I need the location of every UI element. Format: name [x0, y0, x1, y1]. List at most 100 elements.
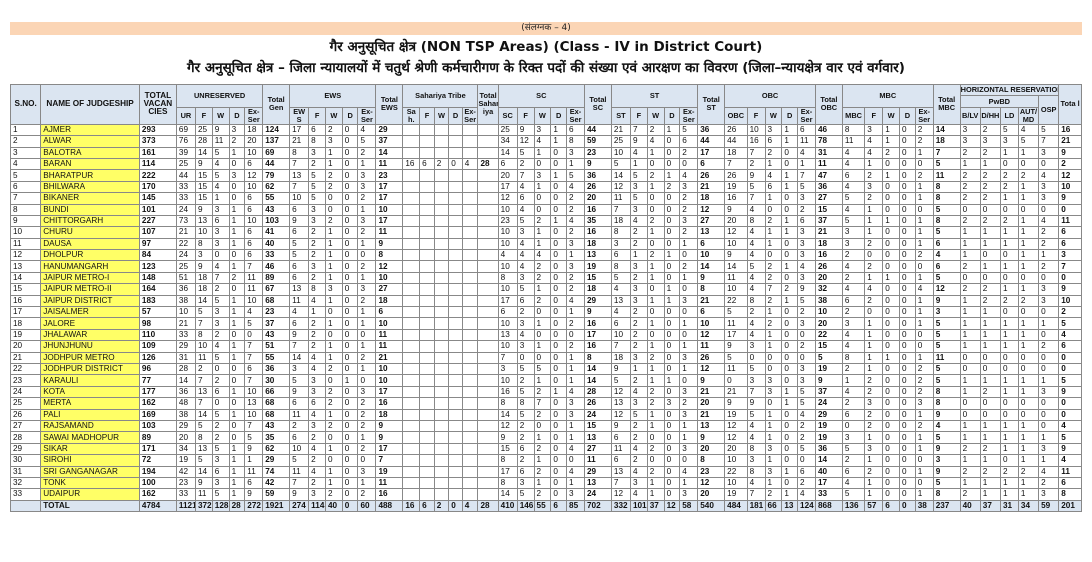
cell: 0: [341, 362, 359, 376]
cell: [402, 306, 421, 319]
cell: 3: [566, 146, 585, 159]
header-st: ST: [610, 84, 699, 108]
total-cell: 66: [262, 385, 291, 399]
total-cell: 55: [262, 351, 291, 365]
total-cell: 10: [1058, 294, 1082, 308]
cell: [461, 135, 479, 148]
cell: 0: [341, 408, 359, 421]
cell: 4: [841, 146, 866, 159]
cell: 2: [764, 260, 783, 273]
cell: 1: [533, 476, 552, 490]
total-cell: 4: [932, 249, 961, 262]
total-cell: 11: [375, 476, 404, 490]
row-number: 16: [9, 294, 42, 308]
cell: 6: [882, 499, 901, 513]
total-cell: 4: [1058, 328, 1082, 342]
cell: 12: [724, 226, 748, 239]
cell: 0: [646, 306, 665, 319]
cell: 1: [679, 271, 699, 285]
cell: 5: [797, 180, 816, 194]
cell: [419, 340, 435, 353]
subheader-sah-4: Ex-Ser: [461, 106, 479, 125]
cell: 1: [864, 214, 884, 228]
cell: 2: [533, 442, 552, 456]
cell: 0: [781, 454, 799, 467]
total-cell: 21: [1058, 135, 1082, 148]
cell: 5: [566, 169, 585, 182]
total-cell: 96: [138, 362, 177, 376]
cell: 4: [1038, 214, 1060, 228]
cell: 23: [175, 476, 196, 490]
cell: 0: [797, 351, 816, 365]
cell: 5: [516, 146, 535, 159]
cell: 0: [899, 476, 916, 490]
cell: 2: [914, 249, 934, 262]
cell: 114: [308, 499, 326, 513]
cell: 0: [882, 454, 901, 467]
cell: 13: [781, 499, 799, 513]
cell: 1: [781, 488, 799, 501]
total-cell: 5: [932, 317, 961, 330]
cell: [461, 351, 479, 365]
subheader-ur-1: F: [194, 106, 213, 125]
cell: [433, 260, 450, 273]
cell: 5: [244, 317, 264, 330]
cell: 1121: [175, 499, 196, 513]
cell: 0: [882, 397, 901, 410]
cell: 0: [663, 271, 681, 285]
cell: 5: [211, 408, 230, 421]
total-cell: 4: [1058, 454, 1082, 467]
cell: 3: [308, 214, 326, 228]
cell: 3: [679, 214, 699, 228]
row-number: 6: [9, 180, 42, 194]
cell: [433, 283, 450, 296]
cell: 2: [841, 454, 866, 467]
cell: [448, 271, 463, 285]
cell: 2: [357, 351, 377, 365]
cell: [402, 374, 421, 387]
total-cell: 16: [583, 340, 612, 353]
cell: 4: [797, 408, 816, 421]
cell: 0: [1038, 328, 1060, 342]
cell: 17: [497, 465, 518, 478]
cell: 2: [211, 328, 230, 342]
cell: 2: [764, 294, 783, 308]
cell: 37: [979, 499, 1001, 513]
cell: 11: [289, 465, 310, 478]
cell: [461, 237, 479, 251]
cell: 0: [914, 454, 934, 467]
cell: [402, 454, 421, 467]
cell: 1: [781, 214, 799, 228]
cell: 1: [646, 476, 665, 490]
cell: 1: [533, 317, 552, 330]
cell: 1: [1017, 442, 1040, 456]
header-name: NAME OF JUDGESHIP: [40, 84, 140, 125]
cell: 8: [308, 283, 326, 296]
total-cell: [477, 408, 499, 421]
cell: 1: [914, 306, 934, 319]
cell: 2: [533, 294, 552, 308]
cell: 11: [244, 283, 264, 296]
cell: 0: [663, 465, 681, 478]
cell: 2: [308, 271, 326, 285]
cell: 4: [516, 203, 535, 216]
cell: 0: [781, 317, 799, 330]
cell: 0: [1038, 362, 1060, 376]
cell: 25: [175, 157, 196, 171]
total-cell: 12: [1058, 169, 1082, 182]
cell: 2: [959, 180, 981, 194]
cell: 0: [882, 237, 901, 251]
cell: 18: [244, 123, 264, 137]
cell: 1: [979, 431, 1001, 444]
cell: 0: [781, 146, 799, 159]
cell: 4: [746, 203, 766, 216]
cell: 20: [175, 431, 196, 444]
cell: 3: [841, 237, 866, 251]
cell: 2: [999, 465, 1019, 478]
total-cell: 9: [932, 465, 961, 478]
cell: 1: [882, 123, 901, 137]
total-cell: 27: [814, 192, 843, 205]
cell: 1: [864, 328, 884, 342]
cell: 484: [724, 499, 748, 513]
cell: 4: [516, 249, 535, 262]
